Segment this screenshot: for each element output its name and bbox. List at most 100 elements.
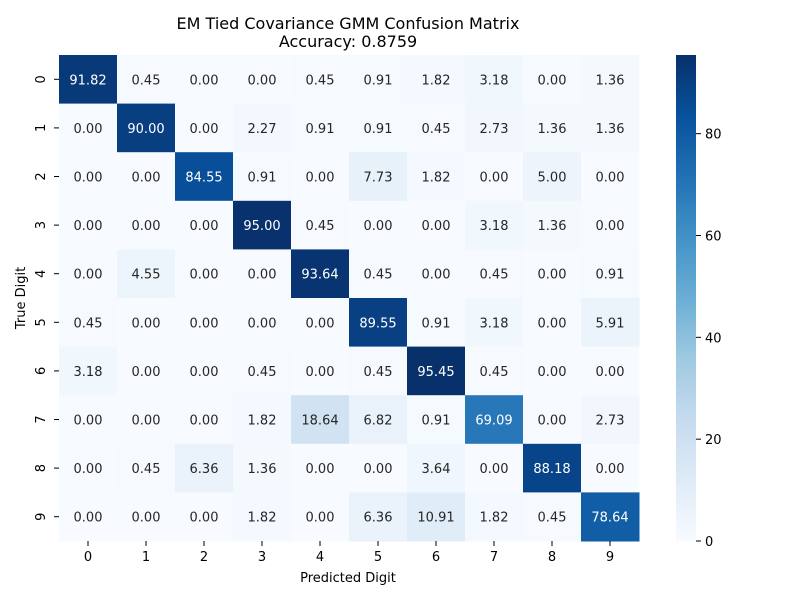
heatmap-cell [117,395,176,445]
heatmap-cell [233,200,292,250]
heatmap-cell [581,249,640,299]
cell-value-label: 0.00 [422,219,451,234]
cell-value-label: 1.82 [248,511,277,526]
cell-value-label: 0.00 [190,511,219,526]
heatmap-cell [59,152,118,202]
y-axis-label: True Digit [14,267,29,330]
x-tick-label: 7 [490,550,498,565]
heatmap-cell [291,298,350,348]
heatmap-cell [59,443,118,493]
y-tick-label: 2 [34,172,49,180]
cell-value-label: 7.73 [364,171,393,186]
heatmap-cell [581,152,640,202]
cell-value-label: 1.36 [596,122,625,137]
heatmap-cell [581,492,640,542]
heatmap-cell [233,395,292,445]
cell-value-label: 1.82 [248,414,277,429]
cell-value-label: 1.82 [480,511,509,526]
heatmap-cell [59,200,118,250]
cell-value-label: 0.91 [422,414,451,429]
heatmap-cell [523,200,582,250]
cell-value-label: 69.09 [475,414,512,429]
heatmap-cell [117,443,176,493]
heatmap-cell [59,298,118,348]
cell-value-label: 0.45 [248,365,277,380]
cell-value-label: 0.00 [132,511,161,526]
x-tick-label: 8 [548,550,556,565]
cell-value-label: 3.18 [480,316,509,331]
cell-value-label: 0.00 [306,316,335,331]
cell-value-label: 0.00 [190,316,219,331]
cell-value-label: 0.00 [190,219,219,234]
heatmap-cell [407,346,466,396]
heatmap-cell [581,443,640,493]
heatmap-cell [117,55,176,105]
cell-value-label: 0.91 [364,122,393,137]
cell-value-label: 95.00 [243,219,280,234]
heatmap-cell [117,492,176,542]
heatmap-cell [407,395,466,445]
cell-value-label: 3.18 [480,219,509,234]
heatmap-cell [59,249,118,299]
cell-value-label: 0.00 [364,219,393,234]
cell-value-label: 0.00 [538,414,567,429]
cell-value-label: 93.64 [301,268,338,283]
heatmap-cell [291,346,350,396]
heatmap-cell [349,55,408,105]
cell-value-label: 3.18 [480,73,509,88]
heatmap-cell [349,249,408,299]
heatmap-cell [175,249,234,299]
cell-value-label: 0.45 [364,268,393,283]
heatmap-cell [233,492,292,542]
heatmap-cell [407,443,466,493]
heatmap-cell [291,103,350,153]
heatmap-cell [581,395,640,445]
cell-value-label: 0.00 [596,365,625,380]
heatmap-cell [175,395,234,445]
cell-value-label: 0.45 [480,268,509,283]
cell-value-label: 0.91 [306,122,335,137]
cell-value-label: 6.82 [364,414,393,429]
cell-value-label: 2.73 [596,414,625,429]
heatmap-cell [523,298,582,348]
heatmap-cell [581,298,640,348]
heatmap-cell [465,492,524,542]
cell-value-label: 0.00 [480,462,509,477]
cell-value-label: 2.73 [480,122,509,137]
cell-value-label: 0.00 [190,414,219,429]
cell-value-label: 0.00 [74,171,103,186]
heatmap-cell [523,103,582,153]
heatmap-cell [175,152,234,202]
cell-value-label: 0.00 [74,268,103,283]
cell-value-label: 5.91 [596,316,625,331]
heatmap-cell [523,55,582,105]
heatmap-cell [291,249,350,299]
y-tick-label: 5 [34,318,49,326]
heatmap-cell [349,200,408,250]
cell-value-label: 95.45 [417,365,454,380]
heatmap-cell [117,200,176,250]
x-tick-label: 5 [374,550,382,565]
heatmap-cell [349,395,408,445]
cell-value-label: 78.64 [591,511,628,526]
cell-value-label: 1.36 [596,73,625,88]
heatmap-cell [581,200,640,250]
colorbar-tick-label: 80 [705,128,722,143]
heatmap-cell [581,55,640,105]
heatmap-cell [291,152,350,202]
heatmap-cell [233,103,292,153]
colorbar [676,55,696,541]
y-tick-label: 9 [34,513,49,521]
cell-value-label: 91.82 [69,73,106,88]
cell-value-label: 6.36 [190,462,219,477]
cell-value-label: 0.00 [132,171,161,186]
y-axis-ticks: 0 1 2 3 4 5 6 7 8 9 [34,75,59,521]
heatmap-cell [349,152,408,202]
x-axis-label: Predicted Digit [300,571,396,586]
colorbar-tick-label: 60 [705,229,722,244]
cell-value-label: 0.00 [306,511,335,526]
heatmap-cell [291,200,350,250]
cell-value-label: 4.55 [132,268,161,283]
cell-value-label: 0.45 [538,511,567,526]
